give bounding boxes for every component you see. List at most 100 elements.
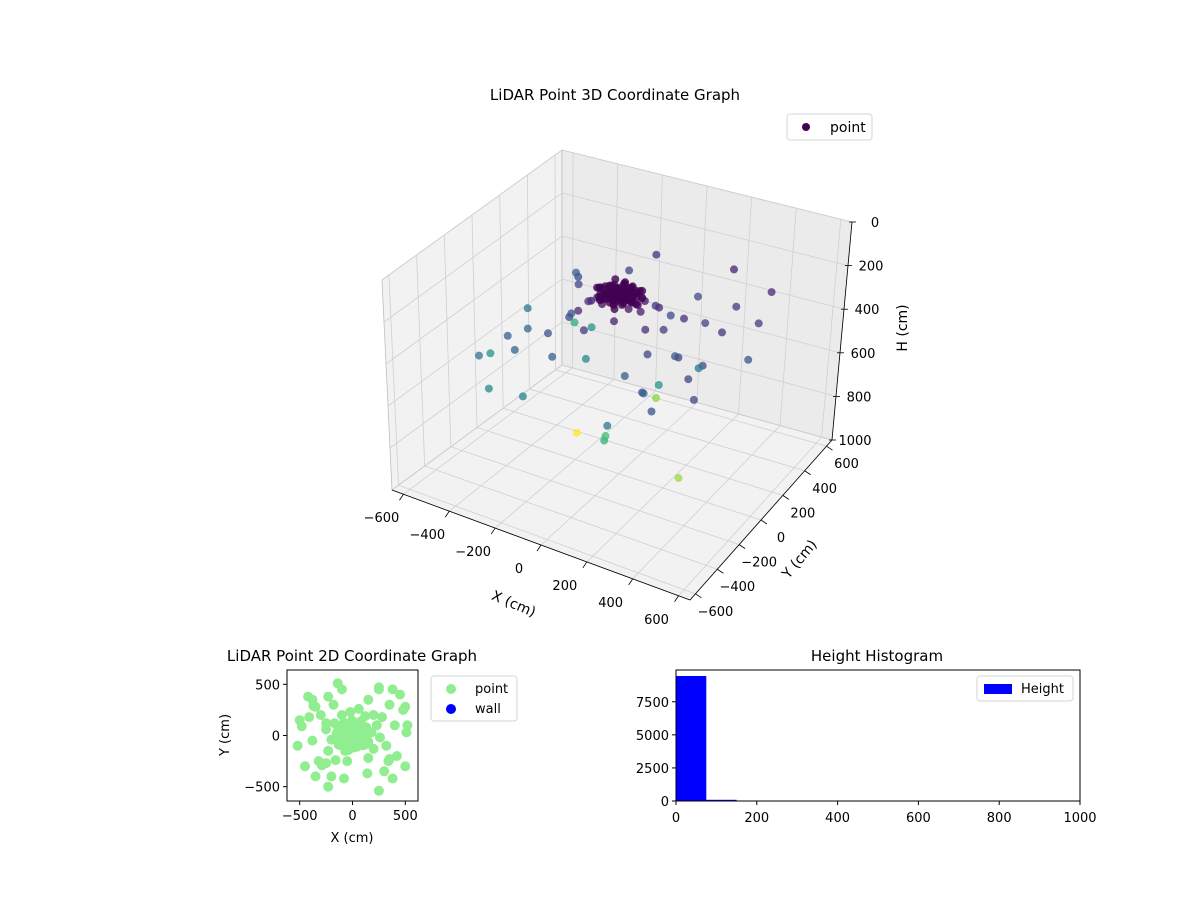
scatter-3d-point <box>610 317 618 326</box>
scatter-2d-point <box>360 711 371 722</box>
tick-3d-y-label: 400 <box>812 482 837 497</box>
legend-2d-wall-label: wall <box>475 702 501 717</box>
chart-2d-points <box>292 678 413 796</box>
scatter-3d-point <box>594 292 603 301</box>
tick-hist-x-label: 1000 <box>1063 811 1096 826</box>
tick-3d-y-label: 600 <box>834 457 859 472</box>
tick-3d-x-label: 200 <box>552 579 577 594</box>
scatter-2d-point <box>345 707 356 717</box>
scatter-3d-point <box>651 301 660 310</box>
scatter-2d-point <box>304 712 315 723</box>
scatter-2d-point <box>351 738 362 749</box>
scatter-2d-point <box>373 785 384 796</box>
scatter-2d-point <box>401 727 412 738</box>
chart-hist: Height Histogram 0 200 400 600 800 1000 0 2500 5… <box>636 647 1097 826</box>
tick-hist-x-label: 600 <box>906 811 931 826</box>
tick-3d-y-mark <box>782 495 790 500</box>
scatter-2d-point <box>350 720 361 731</box>
tick-3d-z-label: 800 <box>847 390 872 405</box>
scatter-3d-point <box>654 381 663 389</box>
tick-3d-y-mark <box>717 568 724 574</box>
chart-2d-ticks: −500 0 500 500 0 −500 <box>244 678 417 824</box>
scatter-3d-point <box>587 323 596 332</box>
scatter-2d-point <box>368 743 379 754</box>
scatter-3d-point <box>666 311 675 320</box>
scatter-3d-point <box>579 326 588 335</box>
chart-3d-gridlines <box>381 149 853 597</box>
scatter-2d-point <box>381 740 392 751</box>
scatter-3d-point <box>671 352 679 361</box>
scatter-2d-point <box>340 727 351 738</box>
grid-3d-z-line <box>391 364 833 491</box>
tick-hist-x-label: 200 <box>744 811 769 826</box>
tick-3d-x-mark <box>399 494 404 501</box>
scatter-3d-point <box>523 324 532 333</box>
scatter-3d-point <box>572 268 580 277</box>
scatter-2d-point <box>387 684 398 695</box>
chart-2d-title: LiDAR Point 2D Coordinate Graph <box>227 647 477 665</box>
scatter-2d-point <box>338 718 349 729</box>
tick-3d-x-label: 0 <box>515 562 523 577</box>
scatter-2d-point <box>400 701 411 712</box>
chart-hist-legend-box <box>976 675 1074 702</box>
scatter-2d-point <box>330 755 341 766</box>
tick-3d-x-label: −600 <box>364 511 400 526</box>
chart-3d-title: LiDAR Point 3D Coordinate Graph <box>490 86 740 104</box>
scatter-3d-point <box>574 306 583 315</box>
tick-3d-y-mark <box>826 445 833 451</box>
scatter-2d-point <box>321 718 332 729</box>
scatter-2d-point <box>336 710 347 720</box>
scatter-3d-point <box>652 394 660 402</box>
tick-hist-x-label: 0 <box>672 811 680 826</box>
tick-3d-x-label: −200 <box>455 545 491 560</box>
scatter-2d-point <box>353 703 364 714</box>
scatter-2d-point <box>300 761 310 772</box>
tick-3d-z-label: 200 <box>859 260 884 275</box>
scatter-2d-point <box>292 740 303 751</box>
tick-3d-y-mark <box>695 593 702 599</box>
tick-3d-y-label: −400 <box>719 580 755 595</box>
tick-3d-x-label: 600 <box>644 613 669 628</box>
scatter-3d-point <box>604 288 613 297</box>
tick-hist-y-label: 5000 <box>636 729 669 744</box>
scatter-3d-point <box>602 294 611 303</box>
scatter-3d-point <box>584 297 593 306</box>
tick-3d-y-label: 200 <box>790 506 815 521</box>
scatter-2d-point <box>310 771 321 782</box>
chart-3d-legend: point <box>786 113 873 141</box>
legend-hist-swatch <box>984 684 1012 694</box>
scatter-2d-point <box>361 733 372 744</box>
scatter-2d-point <box>387 773 398 784</box>
scatter-2d-point <box>323 745 334 756</box>
scatter-3d-point <box>744 355 753 364</box>
tick-3d-x-label: −400 <box>409 528 445 543</box>
scatter-3d-point <box>611 275 620 284</box>
chart-3d-xlabel: X (cm) <box>489 588 538 621</box>
scatter-2d-point <box>323 691 334 702</box>
scatter-3d-point <box>674 474 683 482</box>
scatter-2d-point <box>342 756 353 767</box>
tick-2d-x-label: 500 <box>393 809 418 824</box>
tick-3d-x-label: 400 <box>598 596 623 611</box>
tick-3d-y-label: 0 <box>777 531 785 546</box>
chart-2d-xlabel: X (cm) <box>331 831 374 846</box>
tick-3d-y-mark <box>738 544 746 549</box>
scatter-2d-point <box>395 689 405 700</box>
scatter-2d-point <box>353 728 364 739</box>
scatter-3d-point <box>633 288 642 297</box>
legend-2d-wall-marker <box>446 704 456 714</box>
scatter-2d-point <box>315 710 326 720</box>
scatter-3d-point <box>574 280 583 289</box>
tick-hist-y-label: 2500 <box>636 762 669 777</box>
scatter-3d-point <box>689 395 698 404</box>
scatter-3d-point <box>567 309 576 318</box>
scatter-3d-point <box>633 301 642 309</box>
scatter-2d-point <box>296 721 307 732</box>
tick-3d-z-label: 600 <box>851 347 876 362</box>
scatter-2d-point <box>377 712 388 723</box>
scatter-2d-point <box>368 710 379 720</box>
scatter-2d-point <box>389 720 400 731</box>
chart-hist-legend: Height <box>976 675 1074 702</box>
tick-3d-y-mark <box>804 470 811 476</box>
